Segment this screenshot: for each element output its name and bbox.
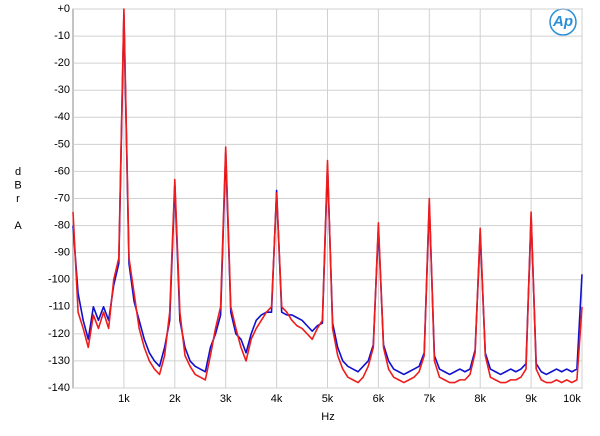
y-tick-label: -120: [48, 328, 70, 340]
y-tick-label: -100: [48, 274, 70, 286]
x-tick-label: 10k: [563, 393, 581, 405]
y-tick-label: -90: [54, 247, 70, 259]
x-tick-label: 2k: [169, 393, 181, 405]
series-line: [72, 8, 583, 384]
x-tick-label: 7k: [423, 393, 435, 405]
x-tick-label: 5k: [322, 393, 334, 405]
x-tick-label: 1k: [118, 393, 130, 405]
y-tick-label: -140: [48, 382, 70, 394]
x-tick-label: 9k: [525, 393, 537, 405]
x-tick-label: 3k: [220, 393, 232, 405]
x-tick-label: 6k: [373, 393, 385, 405]
y-tick-label: -60: [54, 165, 70, 177]
y-tick-label: -70: [54, 192, 70, 204]
y-tick-label: -80: [54, 219, 70, 231]
y-tick-label: -20: [54, 57, 70, 69]
y-tick-label: +0: [57, 3, 70, 15]
x-tick-label: 4k: [271, 393, 283, 405]
y-tick-label: -30: [54, 84, 70, 96]
y-tick-label: -50: [54, 138, 70, 150]
x-axis-label: Hz: [321, 411, 334, 423]
y-tick-label: -130: [48, 355, 70, 367]
logo: Ap: [552, 13, 573, 30]
y-tick-label: -10: [54, 30, 70, 42]
x-tick-label: 8k: [474, 393, 486, 405]
y-tick-label: -40: [54, 111, 70, 123]
y-tick-label: -110: [49, 301, 70, 313]
